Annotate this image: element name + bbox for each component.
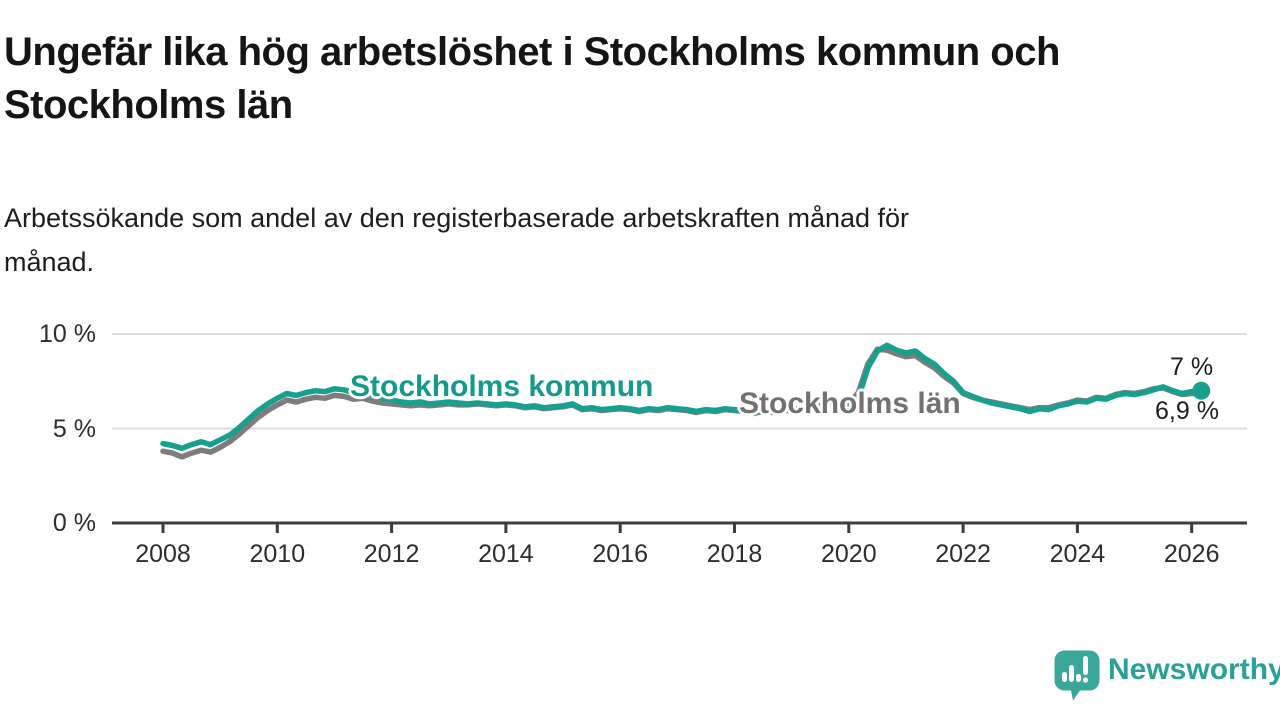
end-value-label-lan: 6,9 % xyxy=(1155,397,1219,425)
x-axis-tick-label: 2014 xyxy=(478,540,534,568)
x-axis-tick-label: 2022 xyxy=(935,540,991,568)
end-value-label-kommun: 7 % xyxy=(1170,353,1214,381)
page-title-line-1: Ungefär lika hög arbetslöshet i Stockhol… xyxy=(4,30,1060,74)
x-axis-tick-label: 2016 xyxy=(592,540,648,568)
newsworthy-wordmark: Newsworthy xyxy=(1108,653,1280,686)
page-title: Ungefär lika hög arbetslöshet i Stockhol… xyxy=(4,26,1276,132)
x-axis-tick-label: 2024 xyxy=(1049,540,1106,568)
newsworthy-logo-mark xyxy=(1054,650,1100,701)
series-label-stockholms-kommun: Stockholms kommun xyxy=(350,370,654,403)
x-axis-tick-label: 2010 xyxy=(249,540,306,568)
logo-bar-chart-icon xyxy=(1062,656,1089,683)
page-subtitle: Arbetssökande som andel av den registerb… xyxy=(4,196,1224,284)
page-subtitle-line-1: Arbetssökande som andel av den registerb… xyxy=(4,203,910,233)
y-axis-tick-label: 5 % xyxy=(52,414,96,443)
x-axis-tick-label: 2026 xyxy=(1163,540,1220,568)
y-axis-tick-label: 10 % xyxy=(39,320,96,348)
x-axis-tick-label: 2012 xyxy=(363,540,420,568)
page-subtitle-line-2: månad. xyxy=(4,247,95,277)
page-title-line-2: Stockholms län xyxy=(4,83,293,127)
x-axis-tick-label: 2020 xyxy=(820,540,877,568)
newsworthy-logo: Newsworthy xyxy=(1054,650,1280,706)
series-label-stockholms-lan: Stockholms län xyxy=(739,387,961,420)
x-axis-tick-label: 2018 xyxy=(706,540,763,568)
x-axis-tick-label: 2008 xyxy=(135,540,191,568)
y-axis-tick-label: 0 % xyxy=(52,509,96,537)
